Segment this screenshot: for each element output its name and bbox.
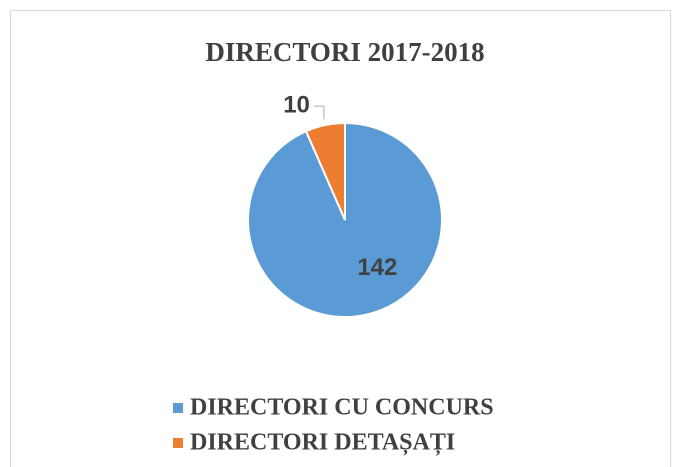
data-label: 10 bbox=[283, 91, 310, 118]
leader-line bbox=[313, 105, 325, 120]
data-label: 142 bbox=[357, 254, 397, 281]
legend-label: DIRECTORI DETAȘAȚI bbox=[190, 430, 455, 457]
legend-swatch bbox=[173, 438, 183, 448]
chart-title: DIRECTORI 2017-2018 bbox=[205, 37, 484, 67]
pie-slice bbox=[304, 121, 346, 221]
legend-swatch bbox=[173, 403, 183, 413]
legend-label: DIRECTORI CU CONCURS bbox=[190, 395, 494, 421]
pie-slice bbox=[247, 121, 443, 318]
